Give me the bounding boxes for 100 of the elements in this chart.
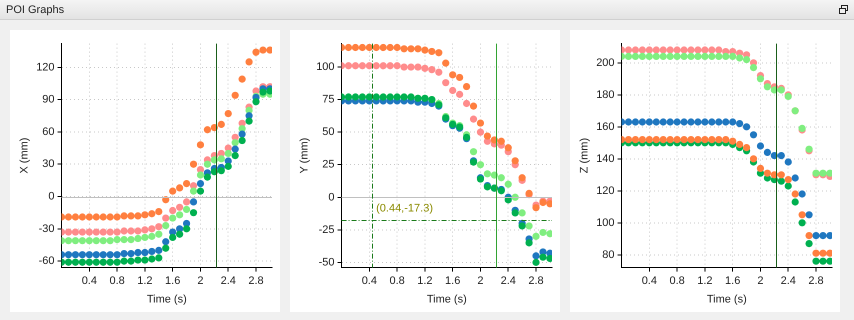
point: [224, 162, 232, 170]
point: [155, 246, 162, 254]
point: [372, 44, 380, 52]
point: [182, 206, 190, 214]
point: [666, 46, 674, 54]
point: [674, 136, 681, 144]
point: [141, 256, 148, 264]
point: [182, 198, 190, 206]
point: [826, 170, 832, 177]
x-tick-label: 1.6: [165, 275, 180, 288]
point: [196, 180, 204, 188]
point: [245, 58, 253, 66]
point: [196, 141, 204, 148]
point: [660, 136, 667, 144]
point: [176, 184, 184, 192]
point: [805, 240, 813, 248]
point: [532, 232, 540, 240]
point: [352, 62, 360, 70]
point: [148, 255, 156, 263]
point: [722, 118, 730, 126]
point: [694, 136, 702, 144]
point: [259, 46, 267, 54]
point: [134, 212, 142, 220]
point: [498, 174, 505, 182]
point: [64, 258, 72, 266]
point: [484, 170, 492, 178]
point: [646, 46, 653, 54]
point: [182, 180, 190, 188]
y-tick-label: 100: [596, 216, 615, 229]
y-tick-label: -60: [38, 255, 55, 268]
point: [134, 227, 142, 235]
x-tick-label: 0.4: [82, 275, 97, 288]
point: [380, 44, 387, 52]
point: [176, 211, 184, 218]
point: [148, 248, 156, 256]
point: [238, 76, 246, 83]
x-axis-title: Time (s): [146, 293, 187, 306]
point: [525, 239, 533, 246]
point: [428, 48, 436, 56]
point: [546, 230, 552, 238]
point: [819, 258, 827, 265]
point: [120, 227, 128, 235]
point: [106, 213, 114, 221]
point: [624, 52, 632, 60]
point: [127, 236, 135, 244]
point: [729, 118, 736, 126]
point: [546, 200, 552, 208]
point: [680, 118, 688, 126]
x-tick-label: 0.4: [362, 275, 377, 288]
point: [266, 46, 272, 54]
point: [638, 136, 646, 144]
point: [666, 52, 674, 60]
point: [470, 116, 478, 123]
point: [72, 237, 80, 244]
point: [386, 44, 394, 52]
point: [366, 62, 373, 70]
point: [798, 219, 806, 226]
point: [512, 157, 519, 164]
point: [366, 44, 373, 52]
point: [407, 63, 415, 71]
point: [694, 46, 702, 54]
point: [756, 75, 764, 82]
point: [148, 232, 156, 240]
point: [190, 160, 198, 168]
y-tick-label: 60: [42, 126, 55, 138]
point: [100, 237, 107, 244]
point: [106, 228, 114, 236]
point: [532, 204, 540, 212]
point: [532, 258, 540, 266]
point: [266, 87, 272, 95]
point: [114, 228, 121, 236]
x-axis-title: Time (s): [706, 293, 747, 306]
point: [232, 92, 239, 99]
point: [232, 146, 239, 153]
x-tick-label: 1.2: [417, 275, 433, 288]
point: [162, 214, 170, 222]
point: [92, 258, 100, 266]
point: [238, 130, 246, 138]
point: [470, 102, 478, 110]
point: [476, 128, 484, 136]
point: [127, 212, 135, 220]
point: [456, 90, 464, 98]
point: [176, 230, 184, 238]
point: [525, 222, 533, 230]
point: [812, 250, 820, 257]
point: [722, 136, 730, 144]
y-tick-label: -50: [318, 256, 335, 268]
point: [421, 64, 428, 72]
point: [715, 136, 722, 144]
y-tick-label: 90: [42, 94, 55, 106]
y-axis-title: X (mm): [18, 138, 31, 174]
point: [756, 142, 764, 150]
y-tick-label: 75: [322, 94, 335, 106]
point: [715, 52, 722, 60]
point: [218, 120, 225, 128]
point: [826, 258, 832, 265]
point: [114, 251, 121, 258]
point: [687, 136, 695, 144]
point: [680, 52, 688, 60]
point: [674, 46, 681, 54]
